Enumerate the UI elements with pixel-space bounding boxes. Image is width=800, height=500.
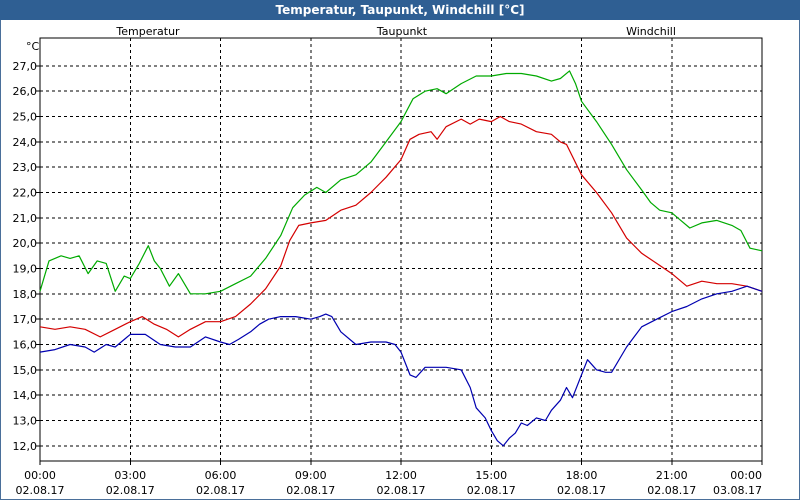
y-tick-label: 26,0 [13, 85, 38, 98]
y-tick-label: 21,0 [13, 212, 38, 225]
x-tick-time-label: 21:00 [656, 469, 688, 482]
y-tick-label: 18,0 [13, 288, 38, 301]
series-line-taupunkt [39, 285, 763, 447]
y-tick-label: 24,0 [13, 136, 38, 149]
legend-item-temperatur: Temperatur [115, 25, 180, 38]
x-tick-time-label: 00:00 [24, 469, 56, 482]
chart-title: Temperatur, Taupunkt, Windchill [°C] [0, 0, 800, 20]
x-tick-time-label: 00:00 [730, 469, 762, 482]
y-tick-label: 23,0 [13, 161, 38, 174]
y-tick-label: 14,0 [13, 389, 38, 402]
series-line-temperatur [39, 115, 763, 338]
x-tick-date-label: 02.08.17 [106, 484, 155, 497]
y-tick-label: 19,0 [13, 262, 38, 275]
y-tick-label: 20,0 [13, 237, 38, 250]
series-lines [39, 70, 763, 447]
x-tick-date-label: 02.08.17 [196, 484, 245, 497]
legend-item-taupunkt: Taupunkt [376, 25, 428, 38]
y-tick-label: 13,0 [13, 414, 38, 427]
y-axis-ticks: 12,0 13,0 14,0 15,0 16,0 17,0 18,0 19,0 20,0 21,0… [13, 60, 40, 453]
x-tick-date-label: 02.08.17 [377, 484, 426, 497]
grid-lines [40, 38, 762, 461]
series-line-windchill [39, 70, 763, 295]
legend: Temperatur Taupunkt Windchill [115, 25, 676, 38]
x-tick-time-label: 18:00 [566, 469, 598, 482]
x-tick-time-label: 03:00 [114, 469, 146, 482]
x-tick-date-label: 02.08.17 [16, 484, 65, 497]
x-tick-time-label: 15:00 [475, 469, 507, 482]
x-tick-date-label: 02.08.17 [557, 484, 606, 497]
y-tick-label: 17,0 [13, 313, 38, 326]
y-tick-label: 22,0 [13, 187, 38, 200]
x-tick-date-label: 02.08.17 [467, 484, 516, 497]
y-tick-label: 12,0 [13, 440, 38, 453]
x-tick-date-label: 02.08.17 [647, 484, 696, 497]
x-axis-ticks: 00:00 02.08.17 03:00 02.08.17 06:00 02.08.17 0… [16, 461, 763, 497]
x-tick-time-label: 09:00 [295, 469, 327, 482]
x-tick-time-label: 06:00 [205, 469, 237, 482]
y-tick-label: 25,0 [13, 111, 38, 124]
y-tick-label: 27,0 [13, 60, 38, 73]
y-tick-label: 16,0 [13, 338, 38, 351]
x-tick-time-label: 12:00 [385, 469, 417, 482]
x-tick-date-label: 03.08.17 [713, 484, 762, 497]
y-tick-label: 15,0 [13, 364, 38, 377]
x-tick-date-label: 02.08.17 [286, 484, 335, 497]
legend-item-windchill: Windchill [626, 25, 676, 38]
y-unit-label: °C [26, 40, 40, 53]
